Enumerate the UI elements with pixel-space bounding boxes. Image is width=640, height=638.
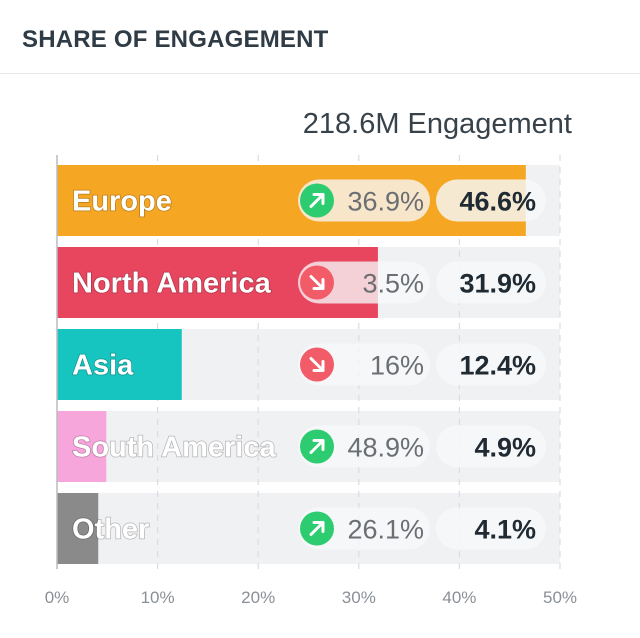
chart-title: SHARE OF ENGAGEMENT: [22, 26, 329, 53]
x-tick-label: 30%: [342, 588, 376, 607]
share-pill: [436, 261, 546, 304]
arrow-up-right-icon: [309, 439, 325, 454]
change-pill: [298, 179, 430, 222]
card-header: SHARE OF ENGAGEMENT: [0, 0, 640, 74]
share-pill: [436, 179, 546, 222]
share-value: 31.9%: [459, 269, 536, 299]
share-value: 12.4%: [459, 351, 536, 381]
change-value: 16%: [370, 351, 424, 381]
change-pill: [298, 343, 430, 386]
bar-category-label: North America: [72, 268, 272, 300]
bar-category-label: Asia: [72, 350, 134, 382]
change-pill: [298, 507, 430, 550]
change-pill: [298, 425, 430, 468]
share-value: 46.6%: [459, 187, 536, 217]
bar-category-label: Other: [72, 514, 149, 546]
bar-category-label: Europe: [72, 186, 172, 218]
share-value: 4.1%: [474, 515, 536, 545]
x-tick-label: 10%: [141, 588, 175, 607]
bar[interactable]: [57, 411, 107, 482]
arrow-up-right-icon: [309, 193, 325, 208]
change-value: 26.1%: [347, 515, 424, 545]
share-pill: [436, 425, 546, 468]
bar[interactable]: [57, 329, 182, 400]
share-pill: [436, 507, 546, 550]
share-pill: [436, 343, 546, 386]
x-tick-label: 40%: [442, 588, 476, 607]
x-tick-label: 20%: [241, 588, 275, 607]
arrow-up-right-icon: [309, 521, 325, 536]
x-tick-label: 50%: [543, 588, 577, 607]
arrow-down-right-icon: [309, 275, 325, 290]
change-value: 36.9%: [347, 187, 424, 217]
share-value: 4.9%: [474, 433, 536, 463]
change-value: 3.5%: [362, 269, 424, 299]
bar-category-label: South America: [72, 432, 276, 464]
x-tick-label: 0%: [45, 588, 70, 607]
total-engagement: 218.6M Engagement: [302, 108, 572, 140]
arrow-down-right-icon: [309, 357, 325, 372]
change-value: 48.9%: [347, 433, 424, 463]
bar[interactable]: [57, 493, 99, 564]
change-pill: [298, 261, 430, 304]
